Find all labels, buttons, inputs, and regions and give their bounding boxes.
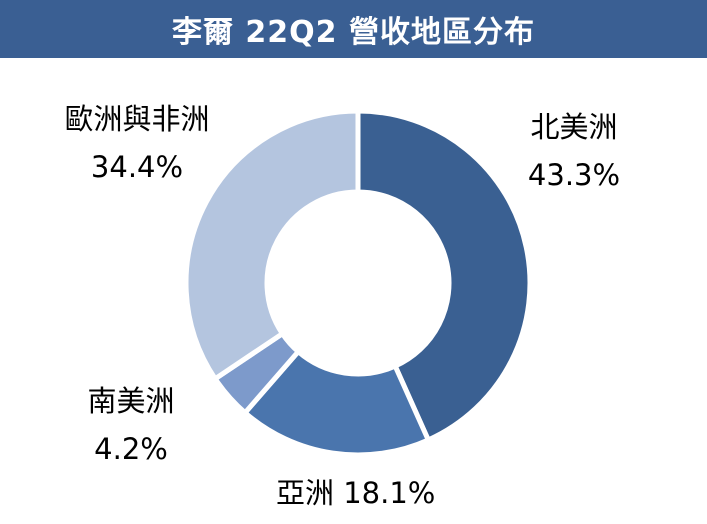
- label-europe-africa-value: 34.4%: [90, 150, 184, 184]
- label-south-america-name: 南美洲: [87, 384, 175, 418]
- title-bar: 李爾 22Q2 營收地區分布: [0, 0, 707, 58]
- label-south-america-value: 4.2%: [94, 432, 168, 466]
- label-europe-africa-name: 歐洲與非洲: [64, 102, 210, 136]
- slice-europe-africa: [183, 108, 361, 383]
- label-asia-name: 亞洲: [276, 476, 335, 510]
- slice-north-america: [355, 108, 533, 444]
- chart-title: 李爾 22Q2 營收地區分布: [171, 15, 535, 50]
- label-asia-value: 18.1%: [343, 476, 436, 510]
- label-asia: 亞洲 18.1%: [276, 470, 435, 512]
- label-north-america-value: 43.3%: [527, 158, 621, 192]
- label-north-america-name: 北美洲: [530, 110, 618, 144]
